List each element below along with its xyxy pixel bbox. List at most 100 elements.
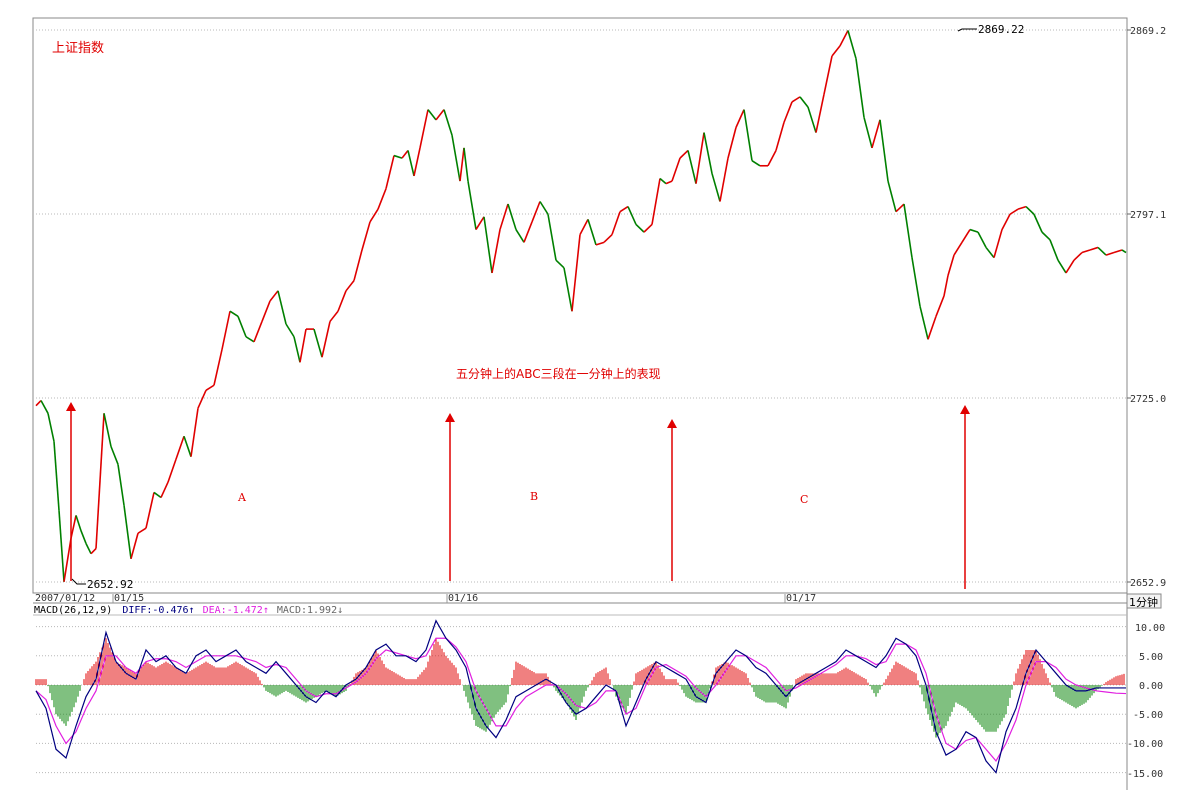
price-segment	[977, 231, 987, 248]
price-segment	[927, 316, 937, 340]
price-segment	[571, 234, 581, 312]
price-segment	[407, 150, 415, 177]
price-segment	[229, 310, 239, 318]
price-segment	[943, 275, 949, 297]
price-segment	[175, 436, 185, 460]
y-tick-label-2652: 2652.9	[1130, 578, 1166, 589]
price-segment	[419, 109, 429, 149]
price-segment	[205, 384, 215, 392]
price-segment	[783, 101, 793, 123]
price-segment	[145, 492, 155, 529]
price-segment	[627, 206, 637, 225]
timeframe-label[interactable]: 1分钟	[1129, 595, 1158, 609]
price-segment	[791, 96, 801, 103]
price-mark-low-label: 2652.92	[87, 578, 133, 591]
segment-label-c: C	[800, 493, 808, 506]
price-segment	[35, 399, 42, 407]
price-segment	[435, 109, 445, 121]
price-segment	[261, 300, 271, 322]
price-segment	[743, 109, 753, 161]
price-segment	[1097, 246, 1107, 256]
price-segment	[595, 241, 605, 246]
price-segment	[947, 254, 955, 276]
price-segment	[190, 408, 199, 457]
price-segment	[459, 147, 465, 182]
price-segment	[767, 150, 777, 167]
price-segment	[643, 223, 653, 233]
price-segment	[293, 336, 301, 363]
price-segment	[555, 259, 565, 269]
price-segment	[491, 229, 501, 274]
price-mark-high-label: 2869.22	[978, 23, 1024, 36]
price-segment	[1113, 249, 1123, 254]
price-segment	[719, 157, 729, 202]
macd-params-label: MACD(26,12,9)	[34, 605, 112, 616]
price-segment	[611, 211, 621, 235]
price-segment	[385, 155, 395, 189]
price-segment	[863, 117, 873, 149]
price-segment	[953, 241, 963, 256]
price-segment	[695, 132, 705, 184]
price-segment	[63, 538, 72, 582]
date-label-0112: 2007/01/12	[35, 593, 95, 604]
price-y-axis: 2869.2 2797.1 2725.0 2652.9	[1127, 26, 1166, 589]
dea-line	[35, 637, 1127, 762]
up-arrow	[667, 419, 677, 581]
price-segment	[393, 154, 403, 159]
price-segment	[775, 122, 785, 151]
price-segment	[911, 257, 921, 307]
price-segment	[711, 173, 721, 202]
date-label-0117: 01/17	[786, 593, 816, 604]
price-segment	[153, 491, 162, 499]
macd-y-axis: 10.00 5.00 0.00 -5.00 -10.00 -15.00	[1127, 623, 1165, 780]
price-segment	[369, 208, 379, 223]
y-tick-label-2797: 2797.1	[1130, 210, 1166, 221]
price-segment	[799, 96, 809, 108]
price-segment	[427, 109, 437, 121]
price-segment	[70, 515, 77, 539]
macd-tick-m5: -5.00	[1133, 710, 1163, 721]
price-segment	[80, 530, 87, 544]
price-segment	[160, 481, 169, 498]
price-segment	[727, 127, 737, 159]
price-segment	[665, 180, 673, 185]
price-segment	[831, 45, 841, 57]
price-segment	[871, 119, 881, 149]
timeframe-selector[interactable]: 1分钟	[1126, 593, 1162, 609]
price-segment	[847, 30, 857, 59]
date-axis: 2007/01/12 01/15 01/16 01/17	[35, 593, 816, 604]
turning-point-arrows	[66, 402, 970, 589]
price-segment	[353, 249, 363, 281]
price-segment	[619, 205, 629, 213]
annotation-text: 五分钟上的ABC三段在一分钟上的表现	[456, 366, 661, 381]
price-segment	[587, 219, 597, 246]
price-segment	[985, 246, 995, 259]
price-segment	[377, 188, 387, 210]
price-segment	[130, 533, 139, 559]
y-tick-label-2869: 2869.2	[1130, 26, 1166, 37]
price-segment	[671, 157, 681, 182]
price-segment	[329, 310, 339, 322]
price-segment	[1001, 213, 1011, 230]
price-segment	[58, 510, 65, 582]
price-segment	[563, 267, 573, 312]
price-segment	[507, 203, 517, 230]
price-segment	[1121, 249, 1127, 254]
price-segment	[90, 548, 97, 555]
macd-dea-readout: DEA:-1.472	[203, 605, 263, 616]
price-segment	[75, 515, 82, 531]
price-segment	[483, 216, 493, 274]
price-segment	[221, 311, 231, 350]
price-segment	[603, 234, 613, 243]
price-segment	[137, 527, 147, 534]
price-segment	[1065, 259, 1075, 274]
price-segment	[361, 221, 371, 251]
price-segment	[687, 150, 697, 184]
up-arrow	[66, 402, 76, 581]
price-gridlines	[36, 29, 1127, 583]
price-segment	[53, 441, 60, 511]
price-segment	[499, 203, 509, 230]
price-segment	[117, 464, 125, 506]
price-mark-high: 2869.22	[957, 23, 1024, 36]
